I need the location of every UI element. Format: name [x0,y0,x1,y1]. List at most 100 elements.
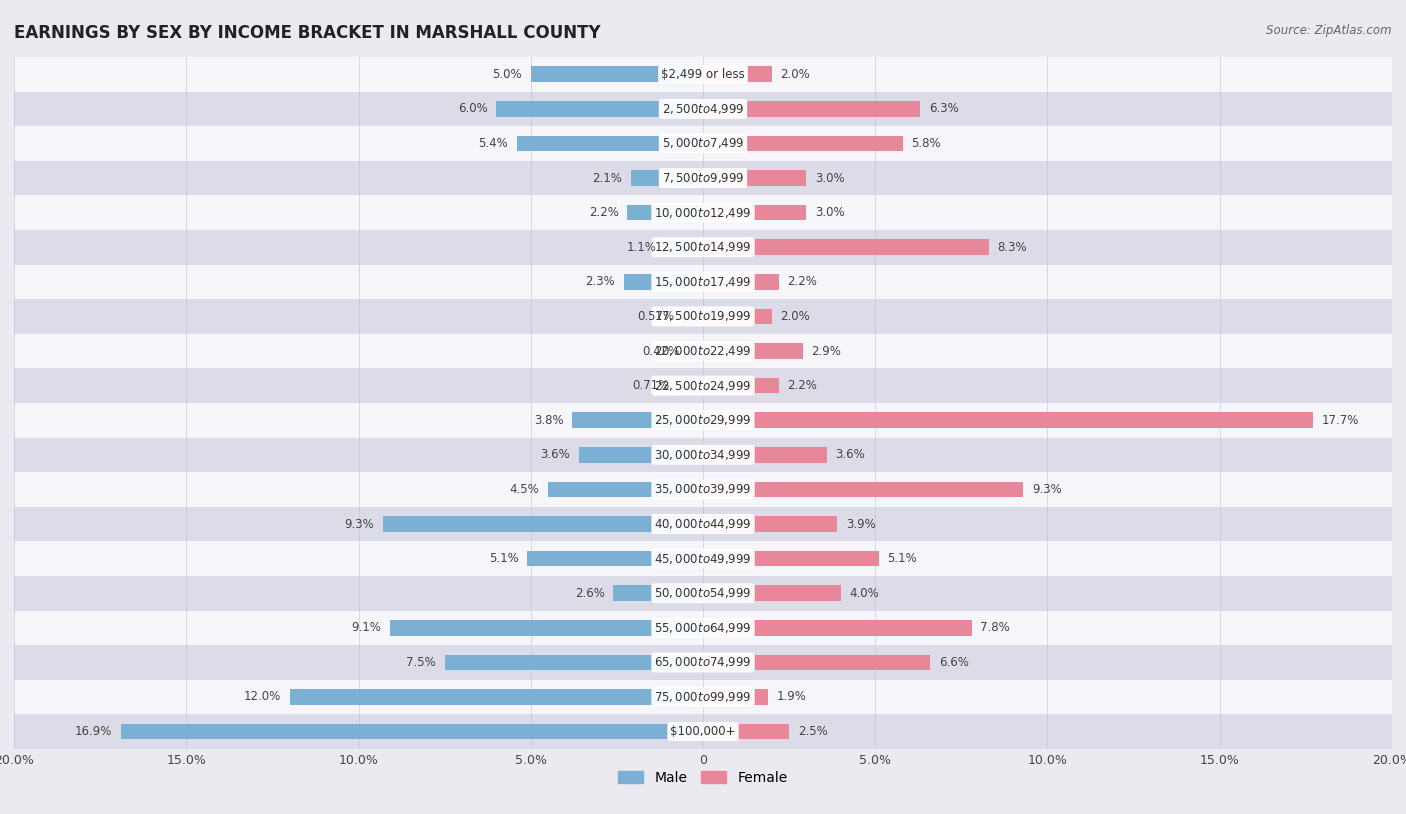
Bar [14,265,1392,299]
Bar [14,403,1392,438]
Text: 1.9%: 1.9% [778,690,807,703]
Text: $5,000 to $7,499: $5,000 to $7,499 [662,137,744,151]
Text: $25,000 to $29,999: $25,000 to $29,999 [654,414,752,427]
Text: 2.2%: 2.2% [787,275,817,288]
Bar [703,205,807,221]
Bar [679,378,703,393]
Bar [14,610,1392,645]
Text: $2,500 to $4,999: $2,500 to $4,999 [662,102,744,116]
Bar [703,378,779,393]
Text: 0.71%: 0.71% [633,379,669,392]
Bar [627,205,703,221]
Text: 5.1%: 5.1% [887,552,917,565]
Bar [14,438,1392,472]
Bar [14,126,1392,160]
Bar [703,482,1024,497]
Text: Source: ZipAtlas.com: Source: ZipAtlas.com [1267,24,1392,37]
Text: 7.8%: 7.8% [980,621,1010,634]
Text: $50,000 to $54,999: $50,000 to $54,999 [654,586,752,600]
Text: 7.5%: 7.5% [406,656,436,669]
Bar [703,447,827,462]
Bar [703,136,903,151]
Bar [631,170,703,186]
Bar [290,689,703,705]
Bar [14,91,1392,126]
Text: 2.0%: 2.0% [780,68,810,81]
Text: $17,500 to $19,999: $17,500 to $19,999 [654,309,752,323]
Bar [703,724,789,739]
Text: 3.6%: 3.6% [541,449,571,462]
Text: 2.6%: 2.6% [575,587,605,600]
Bar [624,274,703,290]
Text: 16.9%: 16.9% [75,725,112,738]
Text: $65,000 to $74,999: $65,000 to $74,999 [654,655,752,669]
Text: $10,000 to $12,499: $10,000 to $12,499 [654,206,752,220]
Text: 6.0%: 6.0% [458,103,488,116]
Text: 4.5%: 4.5% [509,483,540,496]
Text: 9.3%: 9.3% [344,518,374,531]
Text: $12,500 to $14,999: $12,500 to $14,999 [654,240,752,254]
Bar [703,551,879,567]
Text: 4.0%: 4.0% [849,587,879,600]
Bar [703,67,772,82]
Text: 2.3%: 2.3% [585,275,616,288]
Text: 6.3%: 6.3% [928,103,959,116]
Text: $45,000 to $49,999: $45,000 to $49,999 [654,552,752,566]
Text: 12.0%: 12.0% [243,690,281,703]
Text: $15,000 to $17,499: $15,000 to $17,499 [654,275,752,289]
Bar [703,689,769,705]
Bar [703,620,972,636]
Text: $35,000 to $39,999: $35,000 to $39,999 [654,483,752,497]
Bar [703,170,807,186]
Legend: Male, Female: Male, Female [613,765,793,790]
Bar [665,239,703,255]
Bar [613,585,703,601]
Text: 0.57%: 0.57% [638,310,675,323]
Text: 2.1%: 2.1% [592,172,621,185]
Text: 3.6%: 3.6% [835,449,865,462]
Text: $100,000+: $100,000+ [671,725,735,738]
Text: 3.8%: 3.8% [534,414,564,427]
Bar [121,724,703,739]
Text: 17.7%: 17.7% [1322,414,1358,427]
Bar [14,472,1392,506]
Text: $2,499 or less: $2,499 or less [661,68,745,81]
Text: 0.42%: 0.42% [643,344,681,357]
Text: $75,000 to $99,999: $75,000 to $99,999 [654,690,752,704]
Text: 5.1%: 5.1% [489,552,519,565]
Bar [14,541,1392,576]
Bar [14,576,1392,610]
Bar [579,447,703,462]
Bar [703,239,988,255]
Text: 2.0%: 2.0% [780,310,810,323]
Bar [703,585,841,601]
Text: 3.0%: 3.0% [815,206,845,219]
Text: $22,500 to $24,999: $22,500 to $24,999 [654,379,752,392]
Bar [703,274,779,290]
Bar [14,506,1392,541]
Bar [444,654,703,670]
Bar [14,645,1392,680]
Text: $40,000 to $44,999: $40,000 to $44,999 [654,517,752,531]
Bar [382,516,703,532]
Bar [14,57,1392,91]
Bar [689,344,703,359]
Text: $55,000 to $64,999: $55,000 to $64,999 [654,621,752,635]
Text: 2.5%: 2.5% [797,725,828,738]
Bar [14,230,1392,265]
Bar [14,160,1392,195]
Text: 2.2%: 2.2% [787,379,817,392]
Bar [14,334,1392,368]
Bar [572,413,703,428]
Text: 2.9%: 2.9% [811,344,841,357]
Bar [517,136,703,151]
Bar [703,654,931,670]
Bar [703,101,920,116]
Text: 3.9%: 3.9% [846,518,876,531]
Bar [14,368,1392,403]
Text: $7,500 to $9,999: $7,500 to $9,999 [662,171,744,185]
Bar [683,309,703,324]
Bar [14,715,1392,749]
Bar [703,413,1313,428]
Bar [389,620,703,636]
